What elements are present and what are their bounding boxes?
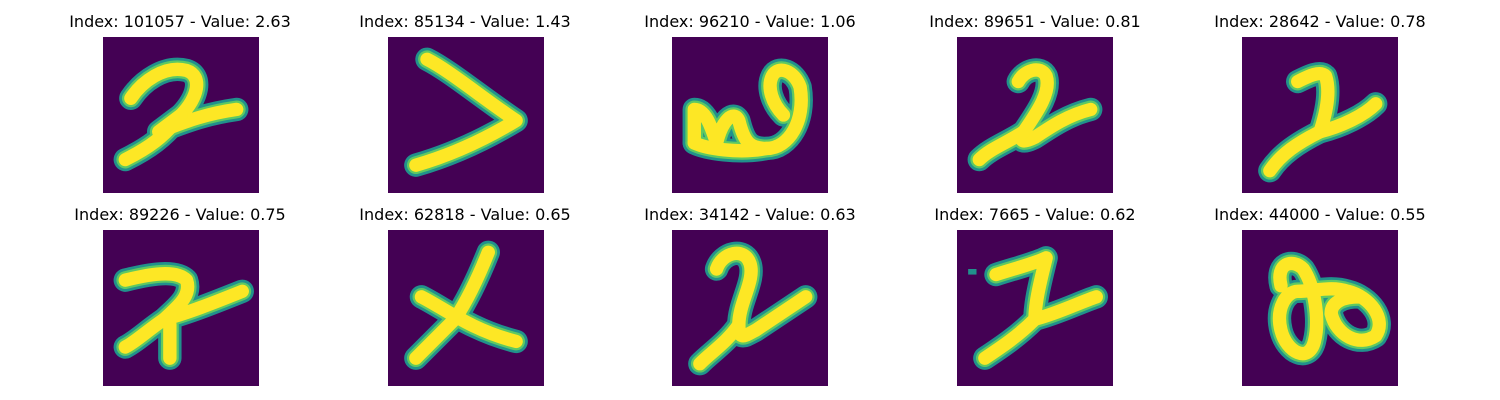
digit-image-infinity-loop-stroke (1242, 230, 1398, 386)
panel-title: Index: 101057 - Value: 2.63 (69, 12, 291, 31)
digit-image-loose-two-stroke (103, 230, 259, 386)
digit-image-one-like-two-stroke (1242, 37, 1398, 193)
digit-image-chevron-stroke (388, 37, 544, 193)
panel-title: Index: 89226 - Value: 0.75 (74, 205, 286, 224)
digit-image-omega-like-stroke (672, 37, 828, 193)
digit-image-curved-two-stroke (103, 37, 259, 193)
digit-image-cross-stroke (388, 230, 544, 386)
panel-title: Index: 28642 - Value: 0.78 (1214, 12, 1426, 31)
panel-title: Index: 85134 - Value: 1.43 (359, 12, 571, 31)
panel-title: Index: 96210 - Value: 1.06 (644, 12, 856, 31)
panel-title: Index: 89651 - Value: 0.81 (929, 12, 1141, 31)
digit-image-hook-two-stroke (672, 230, 828, 386)
panel-title: Index: 62818 - Value: 0.65 (359, 205, 571, 224)
panel-title: Index: 44000 - Value: 0.55 (1214, 205, 1426, 224)
panel-title: Index: 7665 - Value: 0.62 (934, 205, 1136, 224)
digit-image-two-stroke (957, 37, 1113, 193)
panel-title: Index: 34142 - Value: 0.63 (644, 205, 856, 224)
digit-image-z-like-two-stroke (957, 230, 1113, 386)
